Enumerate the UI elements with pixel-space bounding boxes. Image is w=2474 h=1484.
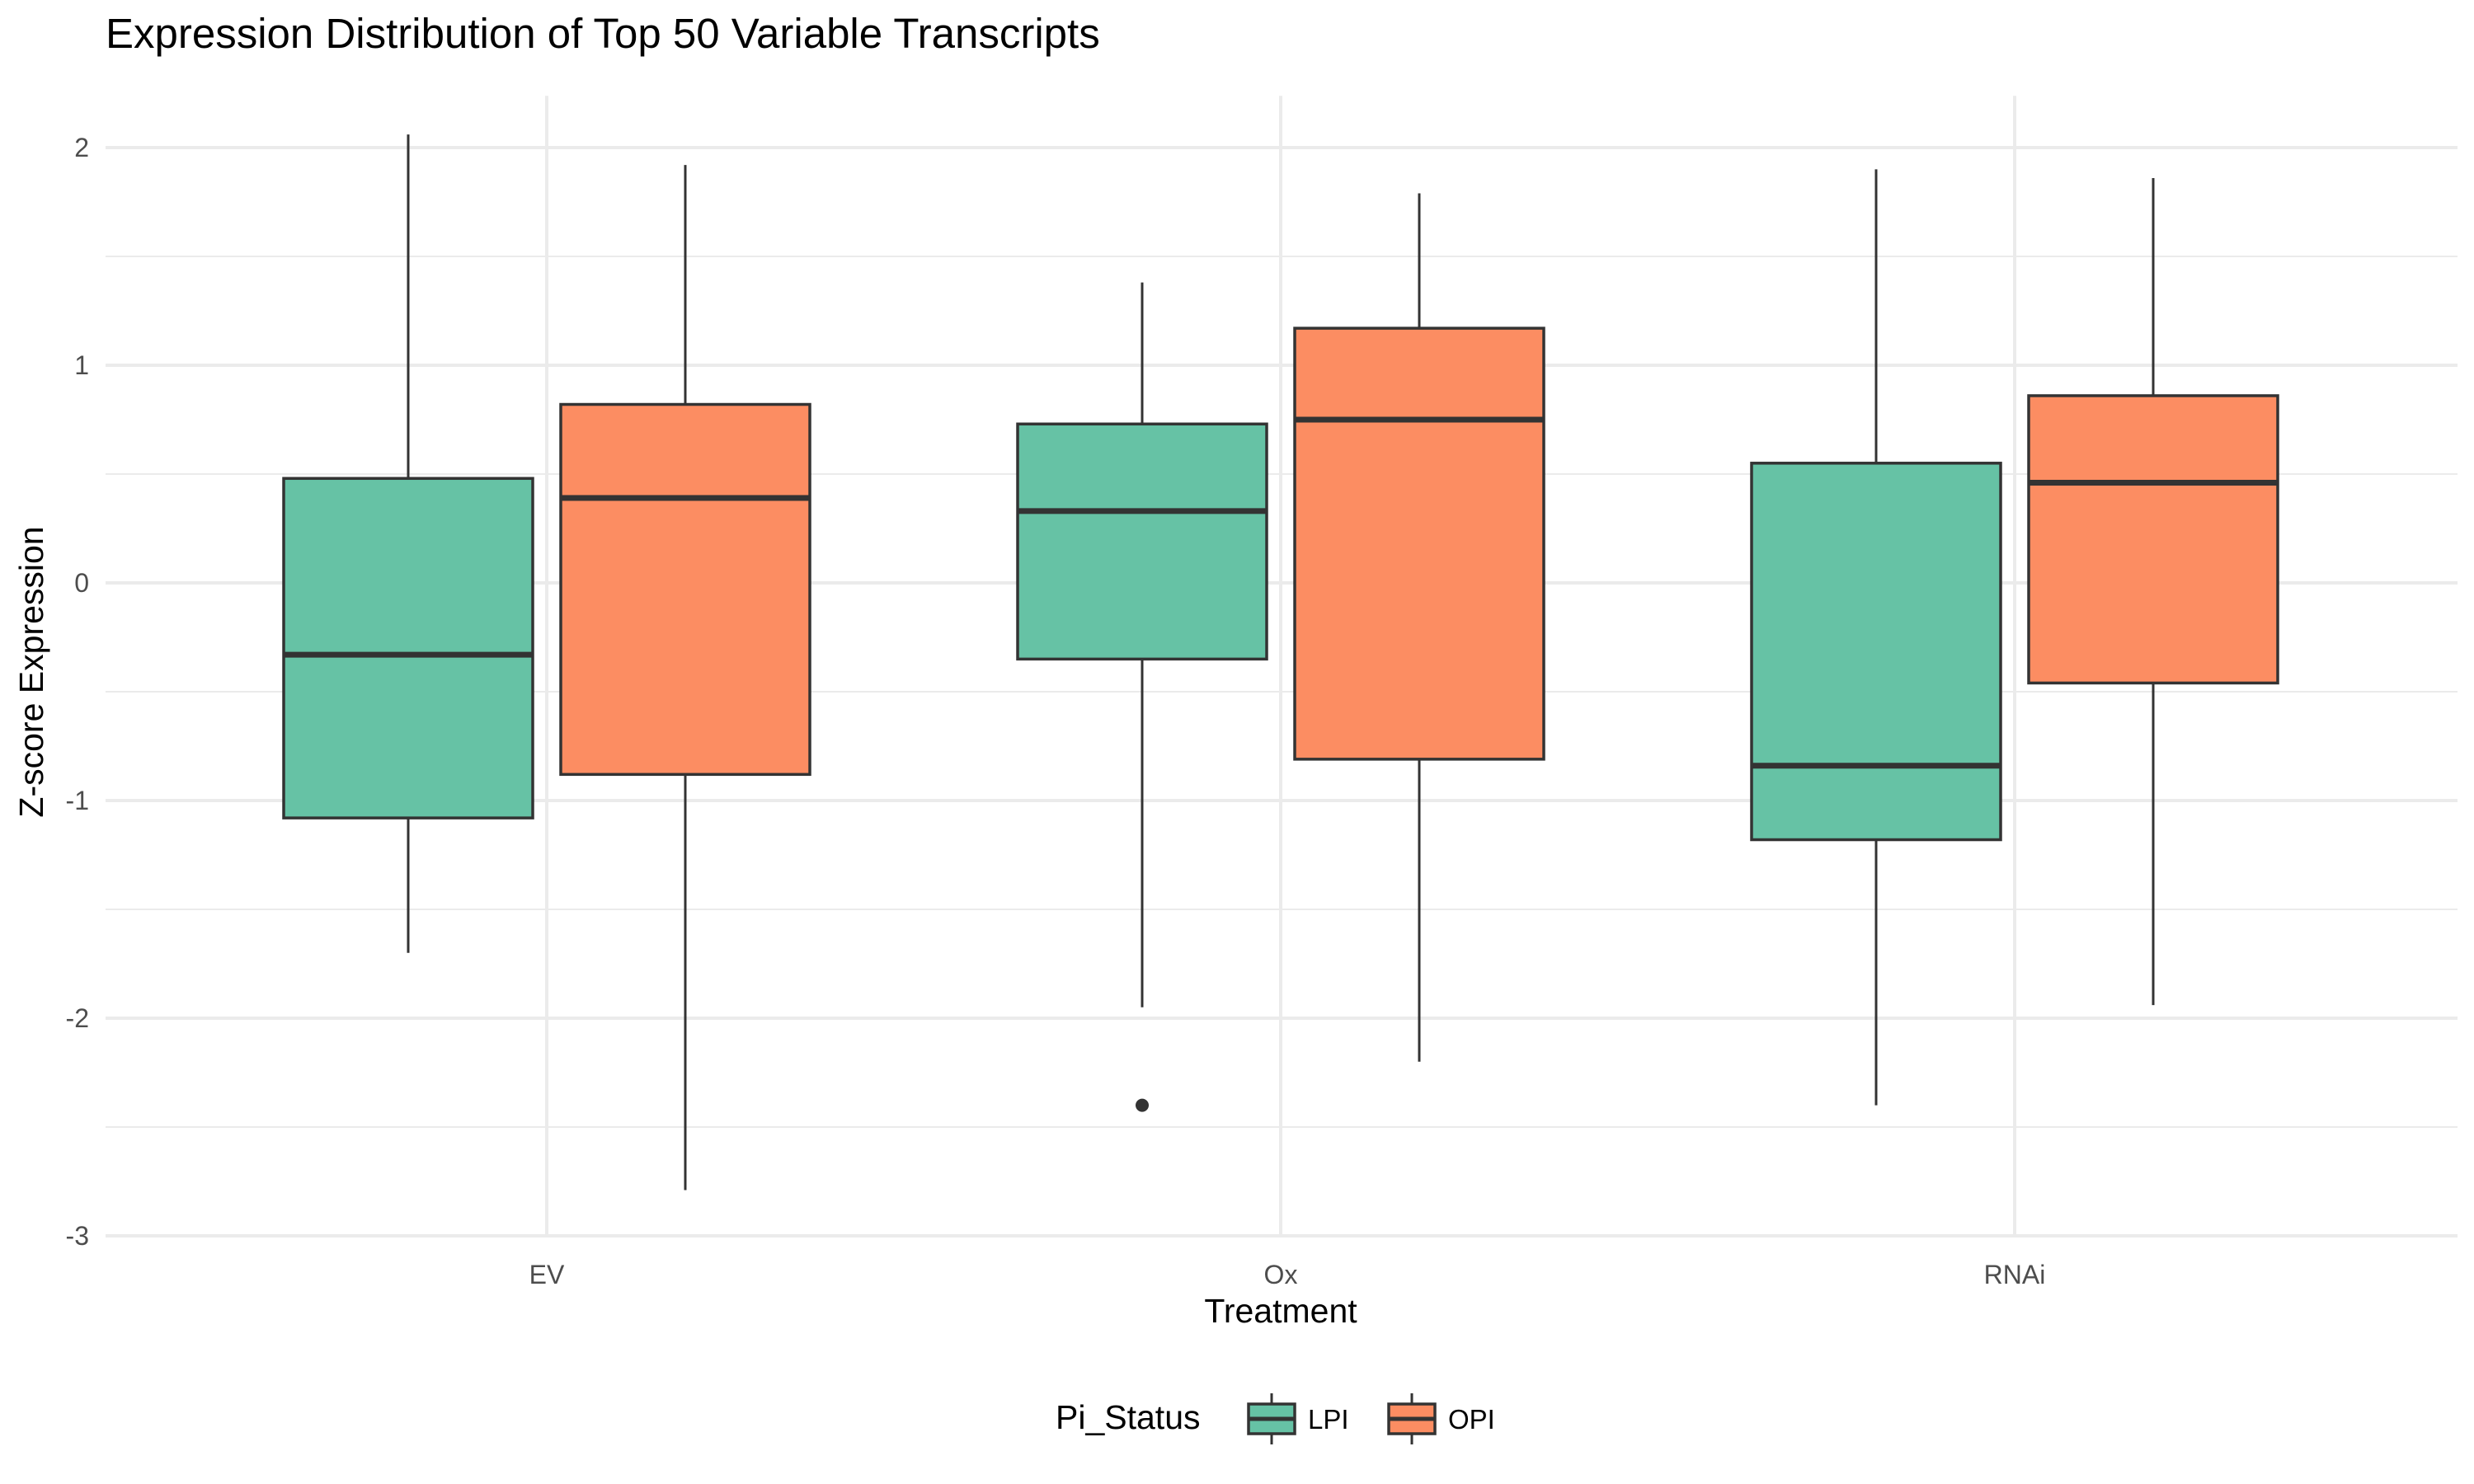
box-iqr [282,477,534,819]
box-iqr [559,402,811,777]
chart-title: Expression Distribution of Top 50 Variab… [106,10,1100,57]
tick-labels: 2 1 0 -1 -2 -3 EV Ox RNAi [66,133,2046,1289]
legend-label: LPI [1308,1404,1349,1435]
box-iqr [1016,422,1268,661]
box-lpi-ox [1016,282,1268,1112]
y-tick-label: -3 [66,1221,89,1251]
y-tick-label: 1 [74,350,89,380]
x-tick-label: EV [529,1260,565,1289]
box-opi-ox [1293,193,1545,1062]
legend: Pi_Status LPI OPI [1056,1393,1495,1444]
box-opi-ev [559,165,811,1190]
y-tick-label: 2 [74,133,89,162]
legend-item-lpi: LPI [1247,1393,1349,1444]
legend-item-opi: OPI [1387,1393,1495,1444]
legend-title: Pi_Status [1056,1398,1201,1436]
box-iqr [1750,462,2002,842]
box-lpi-rnai [1750,169,2002,1106]
outlier-point [1136,1098,1149,1112]
y-tick-label: -2 [66,1003,89,1033]
y-tick-label: -1 [66,786,89,815]
x-axis-title: Treatment [1204,1292,1357,1330]
x-tick-label: RNAi [1984,1260,2046,1289]
box-iqr [1293,326,1545,761]
y-tick-label: 0 [74,568,89,598]
box-opi-rnai [2027,177,2279,1006]
box-lpi-ev [282,134,534,953]
plot-area [282,134,2279,1190]
legend-label: OPI [1448,1404,1495,1435]
x-tick-label: Ox [1264,1260,1298,1289]
y-axis-title: Z-score Expression [12,526,50,817]
box-iqr [2027,394,2279,685]
